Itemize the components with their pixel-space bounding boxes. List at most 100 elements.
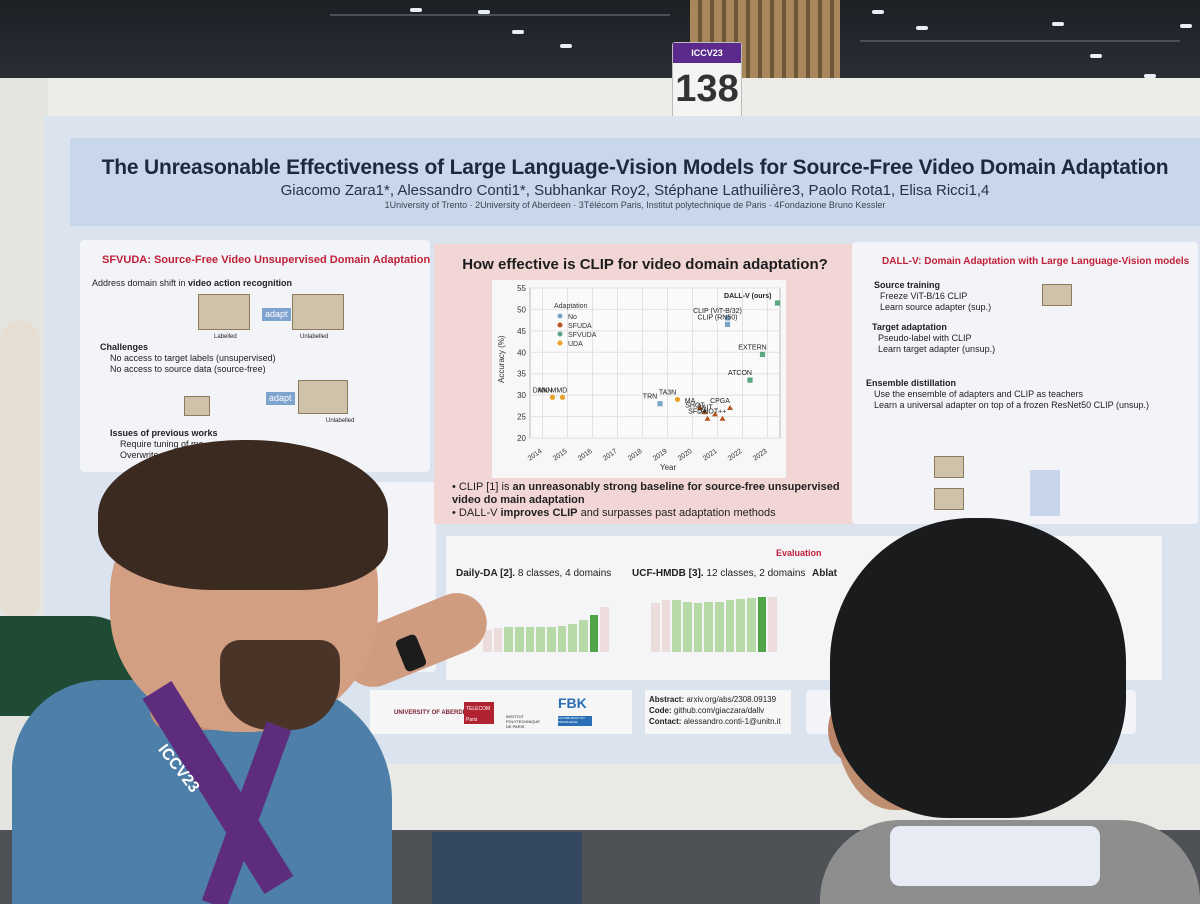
presenter-beard <box>220 640 340 730</box>
data-point <box>724 321 731 328</box>
right-panel <box>852 242 1198 524</box>
target-1: Pseudo-label with CLIP <box>878 333 972 343</box>
unlabelled-clip-thumb <box>292 294 344 330</box>
eval-bar <box>483 629 492 652</box>
eval-bar <box>579 619 588 652</box>
booth-number: 138 <box>675 68 739 110</box>
x-axis-label: Year <box>660 463 677 472</box>
contact-line: Contact: alessandro.conti-1@unitn.it <box>649 717 781 726</box>
legend-marker <box>557 313 563 319</box>
legend-label: SFVUDA <box>568 332 597 339</box>
eval-bar <box>661 600 671 652</box>
legend-marker <box>557 340 563 346</box>
x-tick-label: 2017 <box>602 448 619 463</box>
point-label: DALL-V (ours) <box>724 293 771 300</box>
point-label: MA <box>685 398 696 405</box>
evaluation-title: Evaluation <box>776 548 822 558</box>
source-training-heading: Source training <box>874 280 941 290</box>
point-label: SHOT <box>685 402 705 409</box>
source-2: Learn source adapter (sup.) <box>880 302 992 312</box>
point-label: MK-MMD <box>538 387 568 394</box>
eval-bar <box>725 600 735 652</box>
conf-label: ICCV23 <box>673 43 741 63</box>
plot-area <box>529 287 781 439</box>
point-label: CPGA <box>710 398 730 405</box>
data-point <box>724 315 731 321</box>
point-label: ATCON <box>728 370 752 377</box>
y-tick-label: 30 <box>517 391 526 400</box>
logo-strip: UNIVERSITY OF ABERDEEN TELECOM Paris INS… <box>370 690 632 734</box>
fbk-logo-sub: FUTURE BUILT ON KNOWLEDGE <box>558 716 592 726</box>
x-tick-label: 2023 <box>752 448 769 463</box>
eval-bar <box>672 600 681 652</box>
poster-title-band <box>70 138 1200 226</box>
x-tick-label: 2021 <box>702 448 719 463</box>
point-label: CLIP (RN50) <box>698 314 738 321</box>
daily-da-chart <box>482 590 610 652</box>
data-point <box>549 394 556 400</box>
legend-marker <box>557 322 563 328</box>
eval-bar <box>600 607 609 652</box>
point-label: CLIP (ViT-B/32) <box>693 308 742 315</box>
x-tick-label: 2020 <box>677 448 694 463</box>
point-label: BAIT <box>697 404 713 411</box>
eval-bar <box>747 598 756 652</box>
point-label: EXTERN <box>738 344 766 351</box>
challenge-2: No access to source data (source-free) <box>110 364 266 374</box>
challenges-heading: Challenges <box>100 342 149 352</box>
eval-bar <box>504 627 513 652</box>
eval-bar <box>768 596 777 652</box>
hall-ceiling <box>0 0 1200 80</box>
data-point <box>719 415 726 421</box>
daily-da-heading: Daily-DA [2]. 8 classes, 4 domains <box>456 568 612 579</box>
source-1: Freeze ViT-B/16 CLIP <box>880 291 968 301</box>
ucf-hmdb-heading: UCF-HMDB [3]. 12 classes, 2 domains <box>632 568 806 579</box>
eval-bar <box>693 602 703 652</box>
data-point <box>704 415 711 421</box>
legend-marker <box>557 331 563 337</box>
data-point <box>702 409 708 415</box>
target-thumb <box>298 380 348 414</box>
ucf-hmdb-chart <box>650 592 778 652</box>
eval-bar <box>493 628 503 652</box>
x-tick-label: 2022 <box>727 448 744 463</box>
code-line: Code: github.com/giaczara/dallv <box>649 706 765 715</box>
clip-chart: 20 25 30 35 40 45 50 55 2014 2015 2016 2017 2018 2019… <box>492 280 786 478</box>
point-label: DANN <box>533 387 553 394</box>
links-box: Abstract: arxiv.org/abs/2308.09139 Code:… <box>645 690 791 734</box>
right-panel-title: DALL-V: Domain Adaptation with Large Lan… <box>882 256 1190 267</box>
fbk-logo: FBK <box>558 695 587 711</box>
data-point <box>674 396 681 403</box>
eval-bar <box>651 602 660 652</box>
eval-bar <box>683 601 692 652</box>
eval-bar <box>568 624 577 652</box>
diagram-thumb-2 <box>934 456 964 478</box>
y-axis-label: Accuracy (%) <box>497 335 506 383</box>
eval-bar <box>715 601 724 652</box>
target-adaptation-heading: Target adaptation <box>872 322 947 332</box>
y-tick-label: 55 <box>517 284 526 293</box>
center-bullets: • CLIP [1] is an unreasonably strong bas… <box>452 481 847 520</box>
eval-bar <box>515 627 524 652</box>
chart-svg: 20 25 30 35 40 45 50 55 2014 2015 2016 2017 2018 2019… <box>497 284 781 472</box>
bullet-2: • DALL-V improves CLIP and surpasses pas… <box>452 507 776 519</box>
telecom-logo: TELECOM Paris <box>464 702 494 724</box>
visitor-hair <box>830 518 1126 818</box>
bullet-1: • CLIP [1] is an unreasonably strong bas… <box>452 481 840 506</box>
data-point <box>727 405 733 410</box>
unlabelled-caption-2: Unlabelled <box>326 418 355 424</box>
eval-bar <box>757 596 767 652</box>
eval-bar <box>557 625 567 652</box>
y-tick-label: 40 <box>517 348 526 357</box>
ablation-heading: Ablat <box>812 568 837 579</box>
y-tick-label: 45 <box>517 327 526 336</box>
abstract-line: Abstract: arxiv.org/abs/2308.09139 <box>649 695 777 704</box>
x-tick-label: 2018 <box>627 448 644 463</box>
ipp-logo: INSTITUT POLYTECHNIQUE DE PARIS <box>506 714 540 729</box>
adapt-arrow: adapt <box>262 308 291 321</box>
background-legs <box>432 832 582 904</box>
legend-title: Adaptation <box>554 303 588 310</box>
adapter-block <box>1030 470 1060 516</box>
data-point <box>774 300 781 306</box>
y-tick-label: 20 <box>517 434 526 443</box>
